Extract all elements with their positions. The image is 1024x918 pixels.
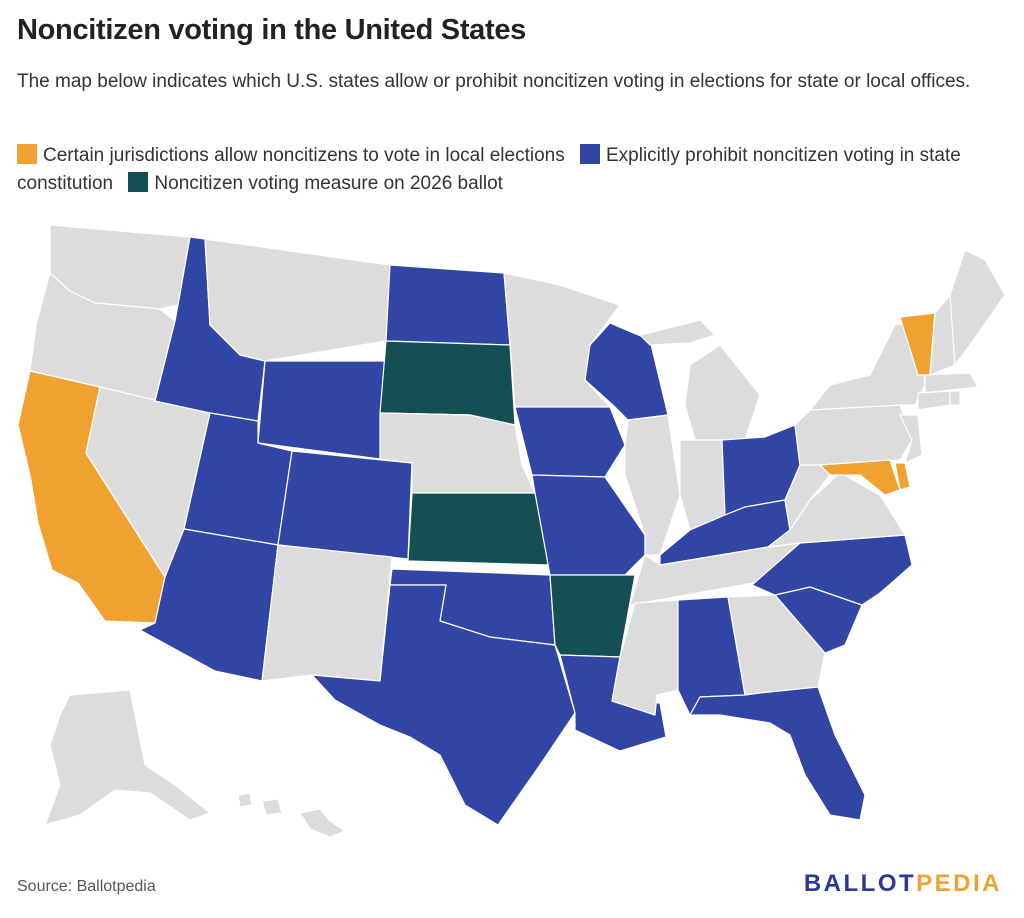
logo-part-2: PEDIA xyxy=(916,870,1002,897)
state-rhode-island xyxy=(949,390,961,406)
legend-label-prohibit: Explicitly prohibit noncitizen voting in… xyxy=(17,145,961,194)
state-virginia xyxy=(767,472,906,548)
state-maine xyxy=(949,249,1006,366)
map-title: Noncitizen voting in the United States xyxy=(17,14,527,46)
state-wyoming xyxy=(257,360,387,460)
state-connecticut xyxy=(917,390,951,411)
legend-swatch-allow xyxy=(17,144,37,164)
legend: Certain jurisdictions allow noncitizens … xyxy=(17,142,1007,198)
state-massachusetts xyxy=(924,372,979,394)
state-colorado xyxy=(277,450,413,560)
legend-swatch-ballot xyxy=(128,172,149,192)
state-texas xyxy=(311,584,576,826)
logo-part-1: BALLOT xyxy=(803,870,917,897)
legend-item-allow: Certain jurisdictions allow noncitizens … xyxy=(17,144,565,166)
source-note: Source: Ballotpedia xyxy=(17,878,156,895)
state-florida xyxy=(689,686,866,821)
state-kansas xyxy=(407,492,551,566)
state-new-jersey xyxy=(899,414,923,464)
legend-item-ballot: Noncitizen voting measure on 2026 ballot xyxy=(128,172,503,194)
state-hawaii xyxy=(237,792,346,838)
state-arkansas xyxy=(549,574,636,658)
state-montana xyxy=(204,238,391,362)
map-subtitle: The map below indicates which U.S. state… xyxy=(17,71,971,92)
legend-swatch-prohibit xyxy=(579,144,600,164)
legend-label-allow: Certain jurisdictions allow noncitizens … xyxy=(43,145,565,166)
legend-item-prohibit: Explicitly prohibit noncitizen voting in… xyxy=(17,144,961,194)
state-indiana xyxy=(679,439,726,531)
state-north-dakota xyxy=(385,264,511,346)
state-south-dakota xyxy=(379,340,516,426)
state-missouri xyxy=(531,474,646,576)
state-new-mexico xyxy=(261,544,393,682)
state-iowa xyxy=(514,406,626,478)
us-map xyxy=(17,225,1006,838)
state-alaska xyxy=(44,689,211,826)
state-pennsylvania xyxy=(794,404,913,466)
legend-label-ballot: Noncitizen voting measure on 2026 ballot xyxy=(154,173,503,194)
state-maryland xyxy=(819,459,901,496)
ballotpedia-logo: BALLOTPEDIA xyxy=(804,870,1002,898)
state-delaware xyxy=(894,462,911,491)
